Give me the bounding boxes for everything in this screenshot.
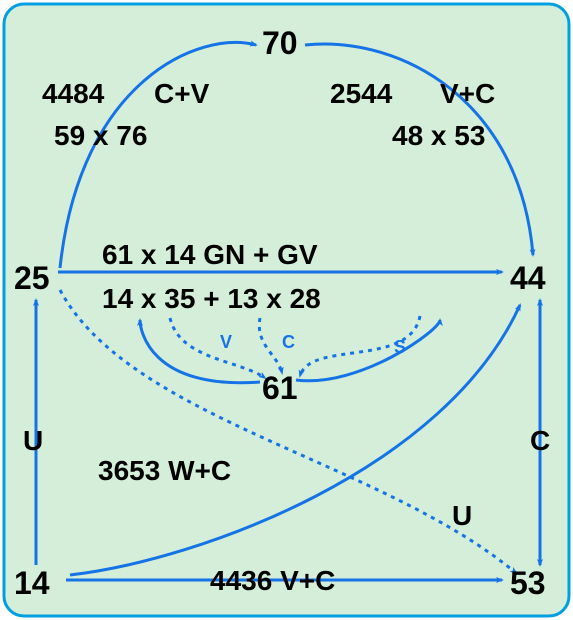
diagram-canvas: 7025446114534484C+V59 x 762544V+C48 x 53… — [0, 0, 573, 620]
label-l_gn: 61 x 14 GN + GV — [102, 239, 318, 271]
label-l_4436: 4436 V+C — [210, 565, 335, 597]
label-l_59x76: 59 x 76 — [54, 120, 147, 152]
node-n61: 61 — [262, 370, 298, 407]
node-n14: 14 — [14, 565, 50, 602]
label-l_vc: V+C — [440, 78, 495, 110]
label-l_C: C — [530, 425, 550, 457]
small-label-sS: S — [394, 337, 406, 358]
node-n53: 53 — [510, 565, 546, 602]
node-n25: 25 — [14, 260, 50, 297]
label-l_eq: 14 x 35 + 13 x 28 — [102, 283, 321, 315]
small-label-sV: V — [220, 332, 232, 353]
label-l_U1: U — [23, 425, 43, 457]
label-l_U2: U — [452, 500, 472, 532]
label-l_2544: 2544 — [330, 78, 392, 110]
node-n70: 70 — [262, 25, 298, 62]
node-n44: 44 — [510, 260, 546, 297]
label-l_cv: C+V — [154, 78, 209, 110]
small-label-sC: C — [282, 332, 295, 353]
label-l_4484: 4484 — [42, 78, 104, 110]
label-l_48x53: 48 x 53 — [392, 120, 485, 152]
label-l_3653: 3653 W+C — [98, 455, 231, 487]
